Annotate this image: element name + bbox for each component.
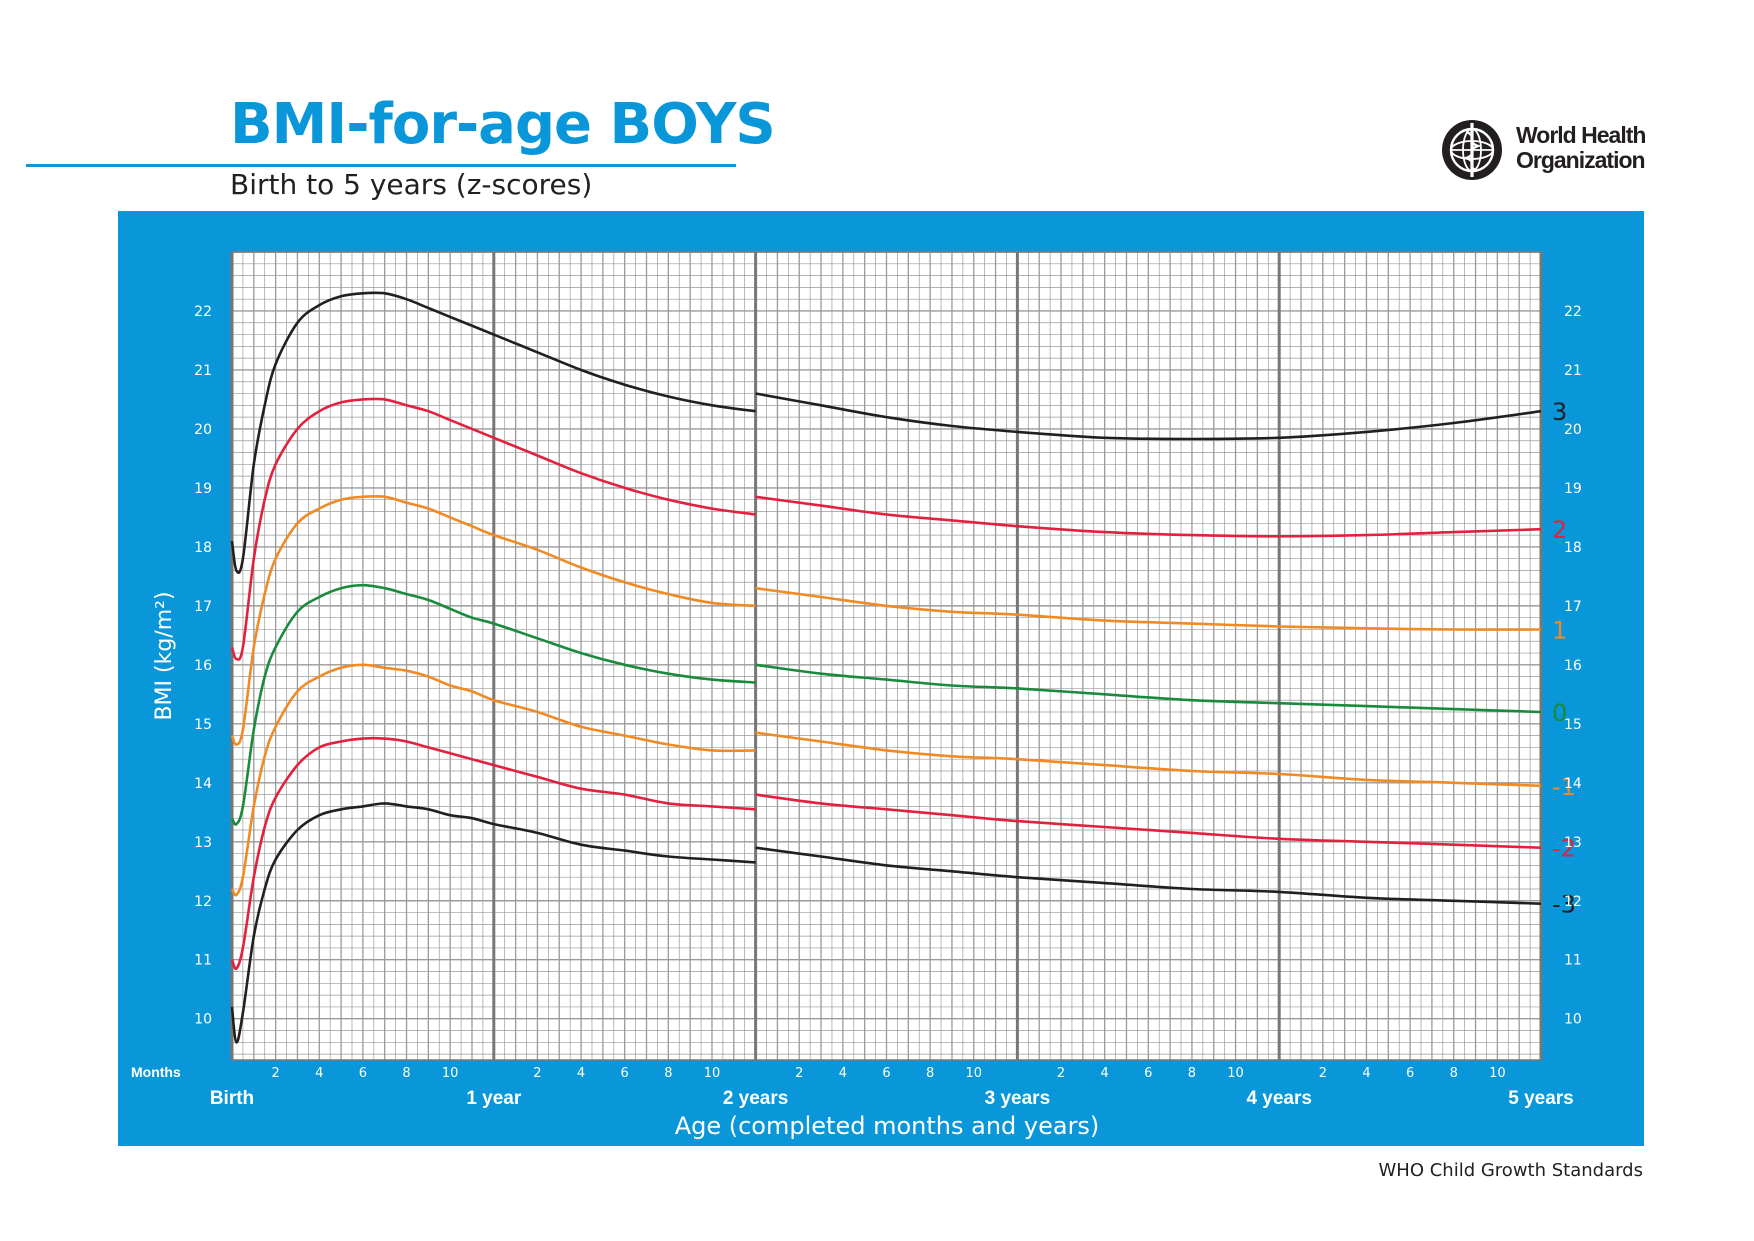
series-line-z2 (755, 495, 1542, 538)
series-label-z-2: -2 (1552, 835, 1576, 863)
month-tick-label: 4 (577, 1066, 585, 1081)
grid (230, 251, 1543, 1061)
y-tick-label-right: 16 (1564, 658, 1582, 674)
series-line-z1 (755, 586, 1542, 631)
month-tick-label: 8 (1188, 1066, 1196, 1081)
series-label-z0: 0 (1552, 699, 1567, 727)
series-line-z-1 (755, 731, 1542, 788)
y-tick-label-left: 11 (194, 953, 212, 969)
month-tick-label: 2 (1319, 1066, 1327, 1081)
month-tick-label: 8 (402, 1066, 410, 1081)
footer-source: WHO Child Growth Standards (1378, 1160, 1644, 1181)
month-tick-label: 6 (359, 1066, 367, 1081)
y-tick-label-left: 14 (194, 776, 212, 792)
y-tick-label-right: 12 (1564, 894, 1582, 910)
month-tick-label: 8 (926, 1066, 934, 1081)
series-line-z-1 (230, 663, 756, 897)
y-tick-label-right: 10 (1564, 1012, 1582, 1028)
month-tick-label: 10 (965, 1066, 982, 1081)
month-tick-label: 2 (533, 1066, 541, 1081)
month-tick-label: 2 (271, 1066, 279, 1081)
series-line-z-3 (230, 802, 756, 1044)
y-tick-label-right: 11 (1564, 953, 1582, 969)
series-line-z-2 (230, 736, 756, 971)
year-label: Birth (210, 1088, 254, 1109)
month-tick-label: 4 (839, 1066, 847, 1081)
year-label: 4 years (1246, 1088, 1312, 1109)
y-tick-label-left: 22 (194, 304, 212, 320)
logo-line-1: World Health (1516, 122, 1646, 148)
series-line-z-3 (755, 846, 1542, 905)
y-tick-label-right: 13 (1564, 835, 1582, 851)
month-tick-label: 4 (1362, 1066, 1370, 1081)
month-tick-label: 4 (1101, 1066, 1109, 1081)
y-tick-label-left: 15 (194, 717, 212, 733)
series-label-z3: 3 (1552, 398, 1567, 426)
y-tick-label-right: 14 (1564, 776, 1582, 792)
chart-subtitle: Birth to 5 years (z-scores) (230, 168, 593, 201)
y-tick-label-left: 10 (194, 1012, 212, 1028)
month-tick-label: 6 (1406, 1066, 1414, 1081)
year-label: 3 years (985, 1088, 1051, 1109)
y-tick-label-left: 20 (194, 422, 212, 438)
y-tick-label-left: 17 (194, 599, 212, 615)
month-tick-label: 10 (442, 1066, 459, 1081)
y-tick-label-left: 16 (194, 658, 212, 674)
y-tick-label-right: 19 (1564, 481, 1582, 497)
plot-border (231, 251, 1542, 1061)
month-tick-label: 2 (1057, 1066, 1065, 1081)
month-tick-label: 6 (621, 1066, 629, 1081)
series-label-z-3: -3 (1552, 891, 1576, 919)
y-tick-label-right: 20 (1564, 422, 1582, 438)
y-tick-label-right: 21 (1564, 363, 1582, 379)
series-label-z1: 1 (1552, 616, 1567, 644)
y-tick-label-left: 12 (194, 894, 212, 910)
series-group (230, 291, 1542, 1044)
series-line-z0 (230, 583, 756, 826)
x-axis-title: Age (completed months and years) (675, 1112, 1100, 1140)
series-line-z2 (230, 397, 756, 661)
series-line-z0 (755, 663, 1542, 714)
month-tick-label: 8 (1450, 1066, 1458, 1081)
series-label-z-1: -1 (1552, 773, 1576, 801)
series-line-z3 (755, 392, 1542, 441)
series-label-z2: 2 (1552, 516, 1567, 544)
months-label: Months (131, 1064, 181, 1080)
month-tick-label: 6 (882, 1066, 890, 1081)
year-label: 2 years (723, 1088, 789, 1109)
month-tick-label: 4 (315, 1066, 323, 1081)
month-tick-label: 8 (664, 1066, 672, 1081)
y-tick-label-left: 13 (194, 835, 212, 851)
who-emblem-icon (1442, 120, 1502, 180)
y-tick-label-left: 18 (194, 540, 212, 556)
y-tick-label-right: 17 (1564, 599, 1582, 615)
month-tick-label: 2 (795, 1066, 803, 1081)
month-tick-label: 10 (1489, 1066, 1506, 1081)
month-tick-label: 10 (704, 1066, 721, 1081)
title-rule (26, 164, 736, 167)
y-tick-label-left: 21 (194, 363, 212, 379)
series-line-z1 (230, 494, 756, 746)
who-logo-text: World Health Organization (1516, 122, 1646, 173)
logo-line-2: Organization (1516, 147, 1646, 173)
y-tick-label-left: 19 (194, 481, 212, 497)
y-tick-label-right: 15 (1564, 717, 1582, 733)
month-tick-label: 10 (1227, 1066, 1244, 1081)
year-label: 1 year (466, 1088, 522, 1109)
y-axis-title: BMI (kg/m²) (152, 591, 177, 720)
series-line-z3 (230, 291, 756, 575)
year-label: 5 years (1508, 1088, 1574, 1109)
series-line-z-2 (755, 793, 1542, 849)
y-tick-label-right: 18 (1564, 540, 1582, 556)
y-tick-label-right: 22 (1564, 304, 1582, 320)
chart-title: BMI-for-age BOYS (230, 92, 776, 157)
month-tick-label: 6 (1144, 1066, 1152, 1081)
